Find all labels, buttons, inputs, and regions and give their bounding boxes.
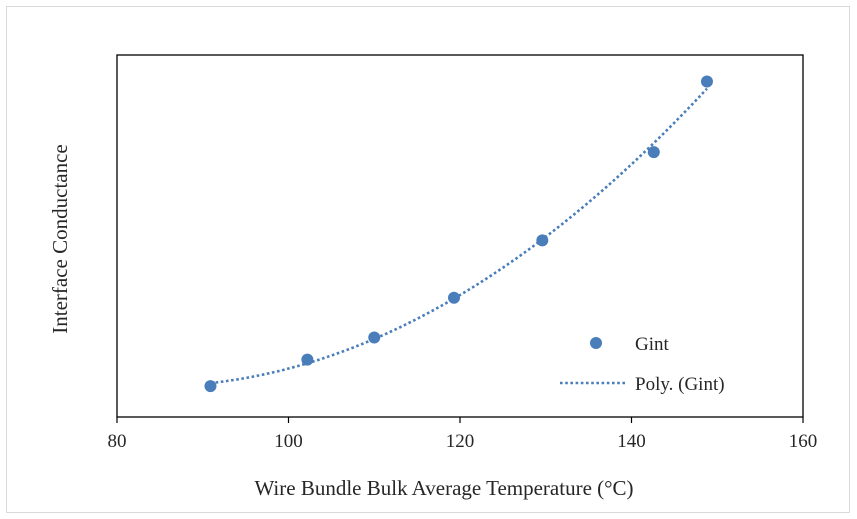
- plot-area: [204, 75, 713, 393]
- data-point: [301, 353, 314, 366]
- data-point: [447, 291, 460, 304]
- data-point: [647, 146, 660, 159]
- x-tick-label: 120: [446, 431, 475, 452]
- axes: 80 100 120 140 160 Wire Bundle Bulk Average T…: [48, 54, 818, 500]
- plot-area-border: [116, 54, 804, 418]
- x-tick-label: 80: [108, 431, 127, 452]
- x-tick-label: 140: [617, 431, 646, 452]
- data-point: [700, 75, 713, 88]
- x-tick-label: 160: [789, 431, 818, 452]
- chart-svg: 80 100 120 140 160 Wire Bundle Bulk Average T…: [48, 54, 818, 500]
- chart-frame: 80 100 120 140 160 Wire Bundle Bulk Average T…: [6, 6, 850, 513]
- legend-label-trendline: Poly. (Gint): [635, 374, 725, 395]
- trendline: [210, 87, 708, 385]
- y-axis-title: Interface Conductance: [48, 144, 72, 333]
- legend-label-gint: Gint: [635, 334, 670, 355]
- x-axis-title: Wire Bundle Bulk Average Temperature (°C…: [254, 476, 633, 500]
- x-tick-label: 100: [274, 431, 303, 452]
- legend-marker-gint: [590, 337, 602, 349]
- data-point: [204, 380, 217, 393]
- data-point: [536, 234, 549, 247]
- data-point: [368, 331, 381, 344]
- legend: Gint Poly. (Gint): [560, 334, 725, 395]
